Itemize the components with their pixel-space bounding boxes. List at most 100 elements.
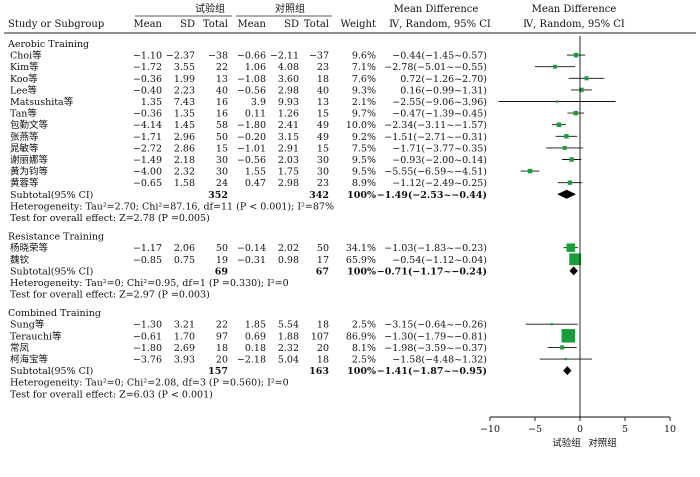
study-sd-ctrl: 5.04 (278, 355, 299, 366)
study-mean-exp: −3.76 (133, 355, 162, 366)
forest-plot-area: −10 −5 0 5 10 试验组 对照组 (480, 36, 676, 449)
header-total-exp: Total (203, 19, 228, 30)
study-mean-ctrl: −0.56 (237, 85, 266, 96)
study-total-ctrl: −37 (309, 51, 329, 62)
study-total-exp: 30 (216, 167, 228, 178)
study-weight: 9.3% (352, 85, 376, 96)
study-name: Terauchi等 (10, 330, 62, 342)
study-marker (553, 64, 557, 69)
study-sd-exp: 1.99 (174, 74, 195, 85)
study-sd-exp: 1.35 (174, 109, 195, 120)
study-sd-exp: 2.69 (174, 343, 195, 354)
study-name: Sung等 (10, 319, 45, 331)
study-marker (564, 134, 569, 139)
study-mean-exp: −4.14 (133, 120, 162, 131)
subtotal-total-exp: 352 (208, 190, 228, 201)
study-total-ctrl: 30 (317, 155, 329, 166)
subgroup-title: Aerobic Training (7, 39, 89, 50)
overall-effect-text: Test for overall effect: Z=6.03 (P < 0.0… (10, 389, 213, 400)
study-ci: −5.55(−6.59~−4.51) (384, 167, 487, 178)
study-weight: 8.9% (352, 178, 376, 189)
study-name: 黄为钧等 (10, 166, 49, 178)
study-sd-exp: 0.75 (174, 255, 195, 266)
header-weight: Weight (341, 19, 376, 30)
study-total-exp: 22 (216, 62, 228, 73)
study-total-exp: 40 (216, 85, 228, 96)
study-total-ctrl: 40 (317, 85, 329, 96)
study-mean-exp: −1.17 (133, 243, 162, 254)
subtotal-total-ctrl: 67 (316, 266, 329, 277)
overall-effect-text: Test for overall effect: Z=2.78 (P =0.00… (10, 213, 210, 224)
header-plot-title: Mean Difference (532, 4, 617, 15)
study-total-ctrl: 13 (317, 97, 329, 108)
study-mean-exp: −0.40 (133, 85, 162, 96)
study-ci: −2.34(−3.11~−1.57) (384, 120, 487, 131)
subtotal-label: Subtotal(95% CI) (10, 266, 93, 277)
study-sd-exp: 2.96 (174, 132, 195, 143)
study-mean-exp: −0.65 (133, 178, 162, 189)
subtotal-label: Subtotal(95% CI) (10, 366, 93, 377)
study-total-ctrl: 107 (311, 331, 329, 342)
study-sd-exp: 3.55 (174, 62, 195, 73)
study-name: Kim等 (10, 61, 39, 73)
study-mean-exp: −1.72 (133, 62, 162, 73)
study-mean-ctrl: −0.20 (237, 132, 266, 143)
study-total-ctrl: 18 (317, 355, 329, 366)
study-marker (579, 87, 584, 93)
study-ci: −1.71(−3.77~0.35) (392, 143, 487, 154)
subtotal-diamond (563, 366, 572, 376)
study-weight: 9.7% (352, 109, 376, 120)
study-sd-exp: 1.58 (174, 178, 195, 189)
study-mean-ctrl: −1.01 (237, 143, 266, 154)
x-label-experimental: 试验组 (552, 437, 581, 449)
study-mean-exp: −1.80 (133, 343, 162, 354)
study-marker (569, 157, 574, 162)
study-marker (567, 180, 573, 185)
subtotal-label: Subtotal(95% CI) (10, 190, 93, 201)
subtotal-total-exp: 157 (208, 366, 228, 377)
study-ci: −1.30(−1.79~−0.81) (384, 331, 487, 342)
study-marker (564, 357, 567, 361)
study-mean-exp: 1.35 (141, 97, 162, 108)
study-sd-ctrl: 0.98 (278, 255, 299, 266)
study-name: 张燕等 (10, 131, 39, 143)
x-tick-label: −5 (528, 424, 542, 435)
study-marker (555, 100, 559, 103)
study-sd-exp: 2.86 (174, 143, 195, 154)
study-total-exp: 30 (216, 155, 228, 166)
study-ci: −0.47(−1.39~0.45) (392, 109, 487, 120)
heterogeneity-text: Heterogeneity: Tau²=2.70; Chi²=87.16, df… (10, 201, 334, 212)
study-total-exp: 13 (216, 74, 228, 85)
study-weight: 7.1% (352, 62, 376, 73)
study-marker (569, 253, 582, 266)
subtotal-ci: −1.49(−2.53~−0.44) (377, 190, 487, 201)
subgroup-title: Resistance Training (8, 232, 104, 243)
study-sd-ctrl: 2.03 (278, 155, 299, 166)
study-mean-exp: −0.36 (133, 109, 162, 120)
study-sd-exp: 2.32 (174, 167, 195, 178)
x-label-control: 对照组 (588, 437, 617, 449)
study-name: Lee等 (10, 84, 38, 96)
study-total-ctrl: 18 (317, 74, 329, 85)
study-ci: −1.51(−2.71~−0.31) (384, 132, 487, 143)
study-ci: −1.58(−4.48~1.32) (392, 355, 487, 366)
subtotal-total-ctrl: 163 (309, 366, 329, 377)
study-total-exp: 22 (216, 320, 228, 331)
study-total-ctrl: 15 (317, 143, 329, 154)
study-sd-exp: −2.37 (166, 51, 195, 62)
study-mean-exp: −1.49 (133, 155, 162, 166)
study-weight: 9.2% (352, 132, 376, 143)
subtotal-weight: 100% (347, 366, 376, 377)
study-total-ctrl: 23 (317, 178, 329, 189)
overall-effect-text: Test for overall effect: Z=2.97 (P =0.00… (10, 290, 210, 301)
subtotal-weight: 100% (347, 266, 376, 277)
study-mean-ctrl: −0.31 (237, 255, 266, 266)
study-total-ctrl: 17 (317, 255, 329, 266)
header-group-ctrl: 对照组 (275, 2, 305, 15)
study-total-exp: 50 (216, 132, 228, 143)
study-sd-ctrl: 2.98 (278, 178, 299, 189)
study-mean-ctrl: 3.9 (251, 97, 266, 108)
study-mean-ctrl: −2.18 (237, 355, 266, 366)
study-mean-exp: −1.10 (133, 51, 162, 62)
study-weight: 7.5% (352, 143, 376, 154)
